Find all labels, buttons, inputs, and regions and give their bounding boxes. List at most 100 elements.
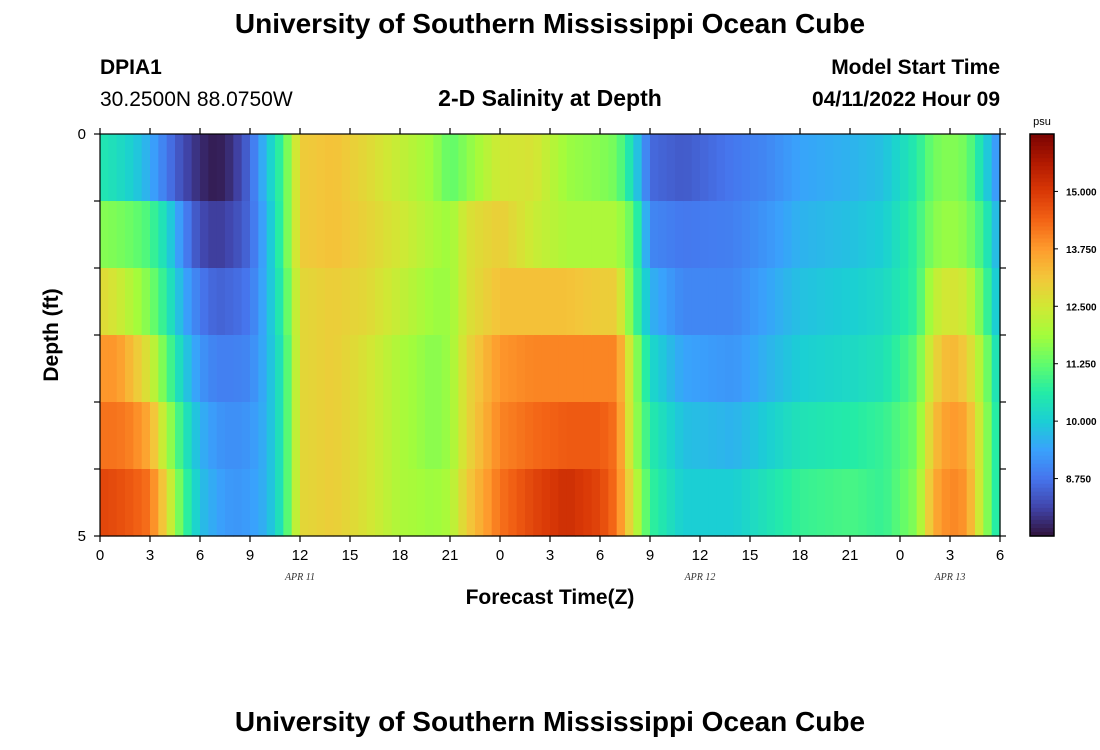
heatmap-cell [491, 402, 501, 470]
colorbar-segment [1030, 451, 1054, 457]
y-axis-title: Depth (ft) [40, 288, 63, 381]
heatmap-cell [441, 335, 451, 403]
x-tick-label: 6 [196, 547, 204, 564]
heatmap-cell [525, 402, 534, 470]
heatmap-cell [533, 469, 543, 537]
heatmap-cell [858, 134, 868, 202]
heatmap-cell [658, 268, 668, 336]
heatmap-cell [541, 201, 551, 269]
heatmap-cell [933, 201, 943, 269]
heatmap-cell [458, 335, 468, 403]
colorbar-segment [1030, 138, 1054, 143]
heatmap-cell [983, 469, 993, 537]
heatmap-cell [125, 469, 134, 537]
heatmap-cell [575, 402, 584, 470]
colorbar-segment [1030, 503, 1054, 509]
heatmap-cell [650, 335, 659, 403]
heatmap-cell [391, 402, 401, 470]
heatmap-cell [183, 201, 193, 269]
colorbar-segment [1030, 238, 1054, 244]
heatmap-cell [225, 134, 234, 202]
heatmap-cell [725, 134, 734, 202]
heatmap-cell [108, 134, 118, 202]
heatmap-cell [275, 201, 284, 269]
heatmap-cell [900, 201, 909, 269]
colorbar-tick-label: 15.000 [1066, 187, 1097, 198]
heatmap-cell [616, 335, 626, 403]
heatmap-cell [541, 402, 551, 470]
heatmap-cell [358, 335, 368, 403]
heatmap-cell [300, 134, 309, 202]
colorbar-segment [1030, 330, 1054, 336]
heatmap-cell [608, 335, 618, 403]
heatmap-cell [783, 335, 793, 403]
heatmap-cell [983, 335, 993, 403]
heatmap-cell [691, 134, 701, 202]
x-tick-label: 18 [392, 547, 409, 564]
colorbar-segment [1030, 198, 1054, 203]
heatmap-cells [100, 134, 1001, 537]
heatmap-cell [216, 134, 226, 202]
heatmap-cell [325, 268, 334, 336]
heatmap-cell [108, 469, 118, 537]
heatmap-cell [858, 201, 868, 269]
heatmap-cell [891, 134, 901, 202]
heatmap-cell [925, 402, 934, 470]
heatmap-cell [675, 134, 684, 202]
heatmap-cell [741, 268, 751, 336]
heatmap-cell [758, 268, 768, 336]
heatmap-cell [216, 335, 226, 403]
heatmap-cell [133, 469, 143, 537]
heatmap-cell [183, 469, 193, 537]
heatmap-cell [550, 402, 559, 470]
heatmap-cell [258, 335, 268, 403]
heatmap-cell [708, 134, 718, 202]
heatmap-cell [408, 469, 418, 537]
heatmap-cell [625, 402, 634, 470]
heatmap-cell [691, 335, 701, 403]
heatmap-cell [650, 268, 659, 336]
heatmap-cell [716, 402, 726, 470]
heatmap-cell [675, 335, 684, 403]
heatmap-cell [325, 402, 334, 470]
heatmap-cell [800, 201, 809, 269]
heatmap-cell [341, 469, 351, 537]
heatmap-cell [658, 402, 668, 470]
heatmap-cell [308, 201, 318, 269]
heatmap-cell [541, 335, 551, 403]
heatmap-cell [141, 134, 151, 202]
heatmap-cell [191, 335, 201, 403]
heatmap-cell [416, 402, 426, 470]
heatmap-cell [633, 134, 643, 202]
heatmap-cell [625, 469, 634, 537]
heatmap-cell [900, 335, 909, 403]
heatmap-cell [575, 268, 584, 336]
heatmap-cell [833, 402, 843, 470]
colorbar-segment [1030, 359, 1054, 364]
heatmap-cell [508, 402, 518, 470]
heatmap-cell [158, 134, 168, 202]
heatmap-cell [808, 134, 818, 202]
heatmap-cell [850, 268, 859, 336]
heatmap-cell [216, 268, 226, 336]
heatmap-cell [966, 268, 976, 336]
colorbar-segment [1030, 230, 1054, 236]
heatmap-cell [533, 268, 543, 336]
heatmap-cell [366, 469, 376, 537]
heatmap-cell [708, 402, 718, 470]
colorbar-segment [1030, 326, 1054, 332]
heatmap-cell [166, 134, 176, 202]
heatmap-cell [591, 469, 601, 537]
heatmap-cell [908, 402, 918, 470]
heatmap-cell [900, 402, 909, 470]
heatmap-cell [383, 469, 393, 537]
heatmap-cell [866, 402, 876, 470]
colorbar-segment [1030, 322, 1054, 328]
heatmap-cell [950, 335, 959, 403]
heatmap-cell [825, 201, 834, 269]
heatmap-cell [966, 201, 976, 269]
heatmap-cell [208, 335, 218, 403]
heatmap-cell [158, 201, 168, 269]
date-label: APR 13 [934, 572, 966, 583]
x-tick-label: 18 [792, 547, 809, 564]
